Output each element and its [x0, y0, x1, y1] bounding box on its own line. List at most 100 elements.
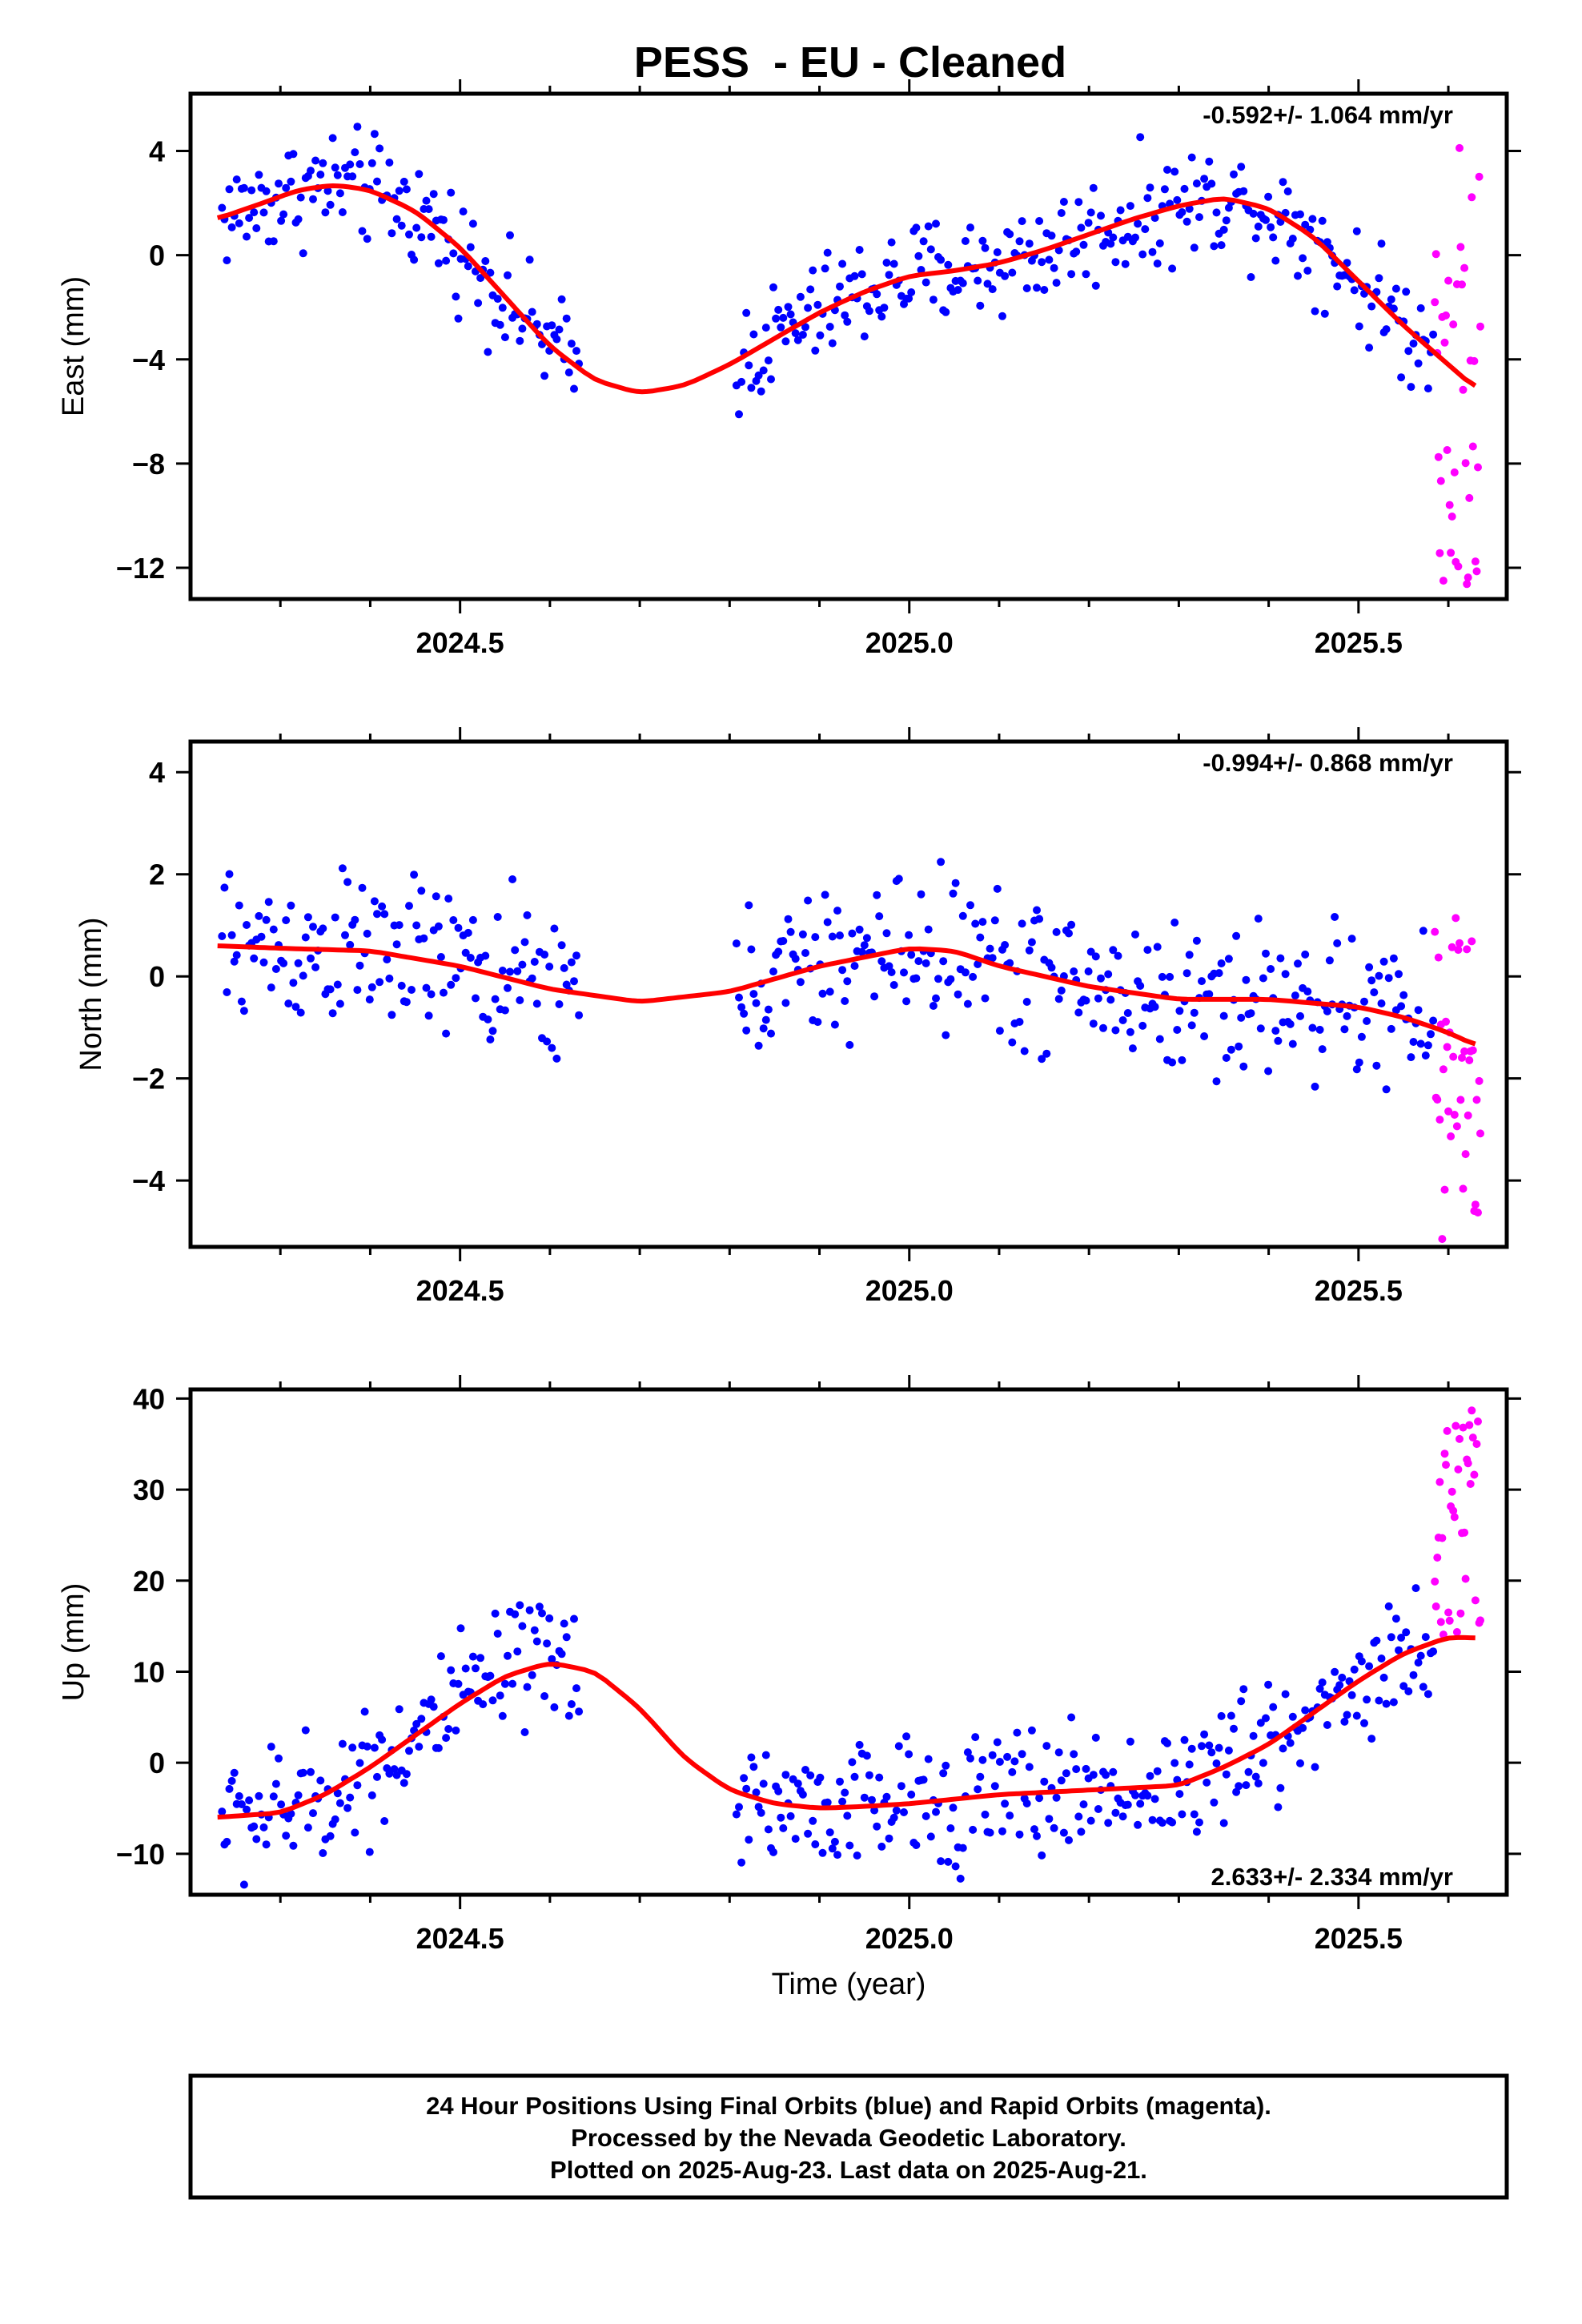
final-orbit-point [1190, 1810, 1199, 1819]
final-orbit-point [978, 918, 987, 927]
final-orbit-point [277, 1800, 286, 1809]
final-orbit-point [796, 978, 805, 987]
final-orbit-point [331, 163, 339, 172]
final-orbit-point [1015, 237, 1024, 246]
final-orbit-point [1185, 951, 1194, 959]
final-orbit-point [1067, 920, 1076, 929]
rapid-orbit-point [1468, 1433, 1477, 1442]
final-orbit-point [1320, 309, 1329, 318]
final-orbit-point [299, 1768, 307, 1777]
final-orbit-point [1052, 279, 1061, 287]
final-orbit-point [777, 1813, 785, 1822]
final-orbit-point [1138, 250, 1147, 259]
final-orbit-point [506, 231, 514, 239]
final-orbit-point [523, 1683, 532, 1691]
final-orbit-point [355, 1759, 364, 1767]
final-orbit-point [447, 188, 456, 197]
final-orbit-point [1352, 1711, 1361, 1720]
final-orbit-point [538, 1609, 546, 1618]
rapid-orbit-point [1466, 1480, 1475, 1488]
final-orbit-point [862, 934, 871, 943]
final-orbit-point [1111, 1808, 1120, 1817]
rapid-orbit-point [1442, 1017, 1450, 1026]
final-orbit-point [1180, 184, 1189, 193]
final-orbit-point [912, 223, 921, 232]
rapid-orbit-point [1438, 1235, 1447, 1244]
final-orbit-point [518, 324, 527, 333]
final-orbit-point [843, 977, 852, 986]
final-orbit-point [1264, 192, 1273, 201]
north-rate-label: -0.994+/- 0.868 mm/yr [1203, 749, 1453, 777]
final-orbit-point [444, 1725, 453, 1733]
rapid-orbit-point [1471, 1596, 1480, 1605]
final-orbit-point [838, 259, 847, 268]
final-orbit-point [464, 928, 472, 937]
final-orbit-point [267, 1743, 275, 1751]
final-orbit-point [848, 1758, 857, 1767]
final-orbit-point [562, 1633, 571, 1642]
final-orbit-point [1311, 1763, 1319, 1771]
final-orbit-point [422, 983, 431, 992]
final-orbit-point [1091, 1733, 1100, 1742]
final-orbit-point [245, 214, 254, 223]
final-orbit-point [745, 1835, 753, 1844]
final-orbit-point [269, 237, 278, 246]
final-orbit-point [1141, 225, 1150, 234]
final-orbit-point [562, 314, 571, 323]
rapid-orbit-point [1461, 1574, 1470, 1583]
final-orbit-point [969, 972, 978, 981]
final-orbit-point [424, 205, 433, 214]
final-orbit-point [870, 992, 879, 1001]
final-orbit-point [1089, 183, 1098, 192]
final-orbit-point [518, 960, 527, 969]
final-orbit-point [331, 913, 339, 922]
final-orbit-point [532, 1637, 541, 1646]
final-orbit-point [1355, 322, 1363, 331]
final-orbit-point [1168, 264, 1177, 273]
final-orbit-point [363, 235, 371, 243]
final-orbit-point [227, 1776, 236, 1785]
rapid-orbit-point [1440, 338, 1449, 347]
final-orbit-point [410, 870, 419, 879]
final-orbit-point [235, 901, 243, 910]
final-orbit-point [892, 1806, 901, 1815]
final-orbit-point [1178, 1810, 1186, 1819]
final-orbit-point [525, 255, 534, 264]
final-orbit-point [857, 270, 866, 279]
rapid-orbit-point [1433, 1554, 1442, 1562]
final-orbit-point [1097, 974, 1105, 983]
rapid-orbit-point [1456, 939, 1464, 947]
final-orbit-point [316, 1776, 325, 1785]
rapid-orbit-point [1458, 280, 1466, 289]
rapid-orbit-point [1461, 459, 1470, 468]
final-orbit-point [850, 962, 859, 971]
final-orbit-point [1429, 330, 1438, 339]
final-orbit-point [1106, 239, 1115, 248]
final-orbit-point [303, 913, 312, 922]
rapid-orbit-point [1431, 250, 1440, 259]
final-orbit-point [412, 1719, 421, 1728]
up-rate-label: 2.633+/- 2.334 mm/yr [1211, 1863, 1453, 1891]
final-orbit-point [1006, 1811, 1014, 1820]
final-orbit-point [1237, 163, 1246, 171]
final-orbit-point [1134, 1820, 1142, 1829]
final-orbit-point [1311, 1082, 1319, 1091]
final-orbit-point [801, 323, 809, 332]
final-orbit-point [223, 1837, 231, 1846]
final-orbit-point [301, 933, 310, 942]
final-orbit-point [845, 1841, 854, 1850]
final-orbit-point [1086, 208, 1095, 217]
final-orbit-point [801, 949, 809, 957]
final-orbit-point [917, 266, 926, 274]
final-orbit-point [1264, 1680, 1273, 1689]
final-orbit-point [1331, 1667, 1339, 1676]
final-orbit-point [1136, 133, 1145, 142]
up-y-axis-label: Up (mm) [57, 1583, 90, 1702]
final-orbit-point [1387, 295, 1395, 304]
final-orbit-point [1395, 1646, 1403, 1655]
final-orbit-point [427, 1695, 436, 1704]
final-orbit-point [486, 1035, 495, 1043]
final-orbit-point [296, 193, 305, 202]
rapid-orbit-point [1454, 946, 1463, 955]
final-orbit-point [218, 203, 227, 212]
